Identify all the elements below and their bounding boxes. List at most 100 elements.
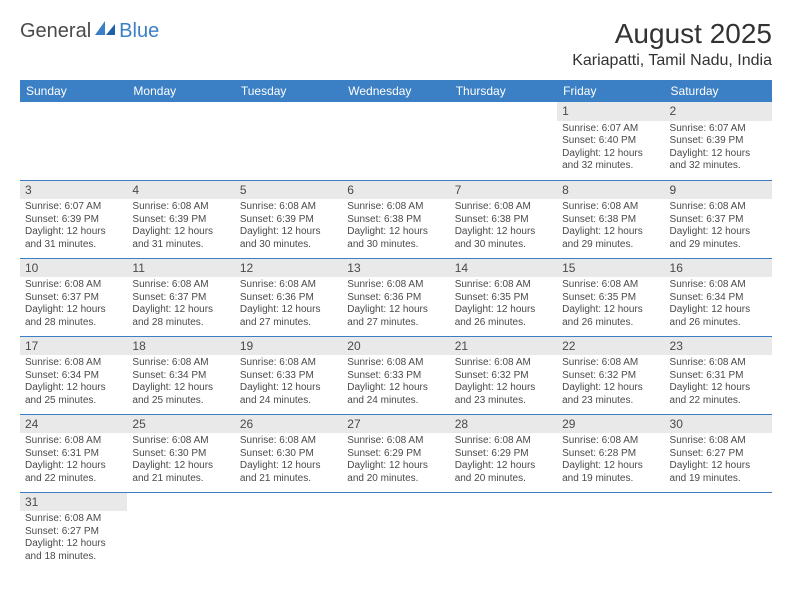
day-number: 8 bbox=[557, 181, 664, 200]
sunset-text: Sunset: 6:31 PM bbox=[670, 370, 767, 383]
sunset-text: Sunset: 6:39 PM bbox=[670, 135, 767, 148]
calendar-cell: 15Sunrise: 6:08 AMSunset: 6:35 PMDayligh… bbox=[557, 258, 664, 336]
day-number: 6 bbox=[342, 181, 449, 200]
sunset-text: Sunset: 6:34 PM bbox=[132, 370, 229, 383]
daylight-text: and 26 minutes. bbox=[455, 317, 552, 330]
day-number: 27 bbox=[342, 415, 449, 434]
calendar-row: 31Sunrise: 6:08 AMSunset: 6:27 PMDayligh… bbox=[20, 492, 772, 568]
title-block: August 2025 Kariapatti, Tamil Nadu, Indi… bbox=[572, 18, 772, 70]
calendar-cell: 13Sunrise: 6:08 AMSunset: 6:36 PMDayligh… bbox=[342, 258, 449, 336]
day-number: 31 bbox=[20, 493, 127, 512]
day-number: 28 bbox=[450, 415, 557, 434]
calendar-cell bbox=[235, 102, 342, 180]
calendar-cell bbox=[450, 492, 557, 568]
daylight-text: and 22 minutes. bbox=[670, 395, 767, 408]
daylight-text: and 31 minutes. bbox=[25, 239, 122, 252]
daylight-text: and 30 minutes. bbox=[347, 239, 444, 252]
sunset-text: Sunset: 6:32 PM bbox=[455, 370, 552, 383]
sunset-text: Sunset: 6:36 PM bbox=[347, 292, 444, 305]
daylight-text: and 19 minutes. bbox=[670, 473, 767, 486]
dayhead-tue: Tuesday bbox=[235, 80, 342, 102]
day-number: 3 bbox=[20, 181, 127, 200]
daylight-text: and 20 minutes. bbox=[347, 473, 444, 486]
sunset-text: Sunset: 6:37 PM bbox=[132, 292, 229, 305]
day-number: 20 bbox=[342, 337, 449, 356]
day-number: 17 bbox=[20, 337, 127, 356]
sunrise-text: Sunrise: 6:08 AM bbox=[25, 435, 122, 448]
sunset-text: Sunset: 6:35 PM bbox=[455, 292, 552, 305]
dayhead-mon: Monday bbox=[127, 80, 234, 102]
dayhead-wed: Wednesday bbox=[342, 80, 449, 102]
sunset-text: Sunset: 6:27 PM bbox=[25, 526, 122, 539]
calendar-cell: 24Sunrise: 6:08 AMSunset: 6:31 PMDayligh… bbox=[20, 414, 127, 492]
daylight-text: and 21 minutes. bbox=[132, 473, 229, 486]
day-number: 22 bbox=[557, 337, 664, 356]
daylight-text: and 18 minutes. bbox=[25, 551, 122, 564]
sunrise-text: Sunrise: 6:08 AM bbox=[670, 201, 767, 214]
daylight-text: Daylight: 12 hours bbox=[347, 226, 444, 239]
calendar-row: 3Sunrise: 6:07 AMSunset: 6:39 PMDaylight… bbox=[20, 180, 772, 258]
daylight-text: Daylight: 12 hours bbox=[562, 226, 659, 239]
sunrise-text: Sunrise: 6:08 AM bbox=[240, 357, 337, 370]
sunset-text: Sunset: 6:30 PM bbox=[240, 448, 337, 461]
sunrise-text: Sunrise: 6:08 AM bbox=[132, 201, 229, 214]
sunset-text: Sunset: 6:39 PM bbox=[25, 214, 122, 227]
calendar-cell: 12Sunrise: 6:08 AMSunset: 6:36 PMDayligh… bbox=[235, 258, 342, 336]
daylight-text: Daylight: 12 hours bbox=[240, 304, 337, 317]
day-number: 14 bbox=[450, 259, 557, 278]
day-number: 7 bbox=[450, 181, 557, 200]
sunset-text: Sunset: 6:35 PM bbox=[562, 292, 659, 305]
calendar-cell: 28Sunrise: 6:08 AMSunset: 6:29 PMDayligh… bbox=[450, 414, 557, 492]
dayhead-sat: Saturday bbox=[665, 80, 772, 102]
sunrise-text: Sunrise: 6:08 AM bbox=[240, 435, 337, 448]
calendar-cell bbox=[665, 492, 772, 568]
day-number: 16 bbox=[665, 259, 772, 278]
daylight-text: and 25 minutes. bbox=[25, 395, 122, 408]
calendar-cell: 4Sunrise: 6:08 AMSunset: 6:39 PMDaylight… bbox=[127, 180, 234, 258]
calendar-cell: 26Sunrise: 6:08 AMSunset: 6:30 PMDayligh… bbox=[235, 414, 342, 492]
sunrise-text: Sunrise: 6:08 AM bbox=[25, 513, 122, 526]
calendar-cell: 5Sunrise: 6:08 AMSunset: 6:39 PMDaylight… bbox=[235, 180, 342, 258]
sunset-text: Sunset: 6:36 PM bbox=[240, 292, 337, 305]
day-number: 1 bbox=[557, 102, 664, 121]
daylight-text: and 31 minutes. bbox=[132, 239, 229, 252]
sunrise-text: Sunrise: 6:08 AM bbox=[25, 357, 122, 370]
day-number: 18 bbox=[127, 337, 234, 356]
location-label: Kariapatti, Tamil Nadu, India bbox=[572, 52, 772, 70]
day-number: 9 bbox=[665, 181, 772, 200]
calendar-cell: 19Sunrise: 6:08 AMSunset: 6:33 PMDayligh… bbox=[235, 336, 342, 414]
daylight-text: and 29 minutes. bbox=[670, 239, 767, 252]
sunrise-text: Sunrise: 6:08 AM bbox=[562, 201, 659, 214]
calendar-cell: 25Sunrise: 6:08 AMSunset: 6:30 PMDayligh… bbox=[127, 414, 234, 492]
day-number: 13 bbox=[342, 259, 449, 278]
calendar-cell: 17Sunrise: 6:08 AMSunset: 6:34 PMDayligh… bbox=[20, 336, 127, 414]
calendar-row: 10Sunrise: 6:08 AMSunset: 6:37 PMDayligh… bbox=[20, 258, 772, 336]
daylight-text: and 27 minutes. bbox=[240, 317, 337, 330]
daylight-text: and 25 minutes. bbox=[132, 395, 229, 408]
calendar-cell: 21Sunrise: 6:08 AMSunset: 6:32 PMDayligh… bbox=[450, 336, 557, 414]
dayhead-sun: Sunday bbox=[20, 80, 127, 102]
daylight-text: and 28 minutes. bbox=[25, 317, 122, 330]
day-number: 29 bbox=[557, 415, 664, 434]
daylight-text: Daylight: 12 hours bbox=[25, 382, 122, 395]
sunset-text: Sunset: 6:38 PM bbox=[455, 214, 552, 227]
daylight-text: and 32 minutes. bbox=[562, 160, 659, 173]
calendar-cell bbox=[342, 102, 449, 180]
daylight-text: Daylight: 12 hours bbox=[347, 382, 444, 395]
calendar-table: Sunday Monday Tuesday Wednesday Thursday… bbox=[20, 80, 772, 568]
calendar-cell: 14Sunrise: 6:08 AMSunset: 6:35 PMDayligh… bbox=[450, 258, 557, 336]
daylight-text: Daylight: 12 hours bbox=[347, 304, 444, 317]
daylight-text: and 23 minutes. bbox=[562, 395, 659, 408]
sunset-text: Sunset: 6:37 PM bbox=[25, 292, 122, 305]
day-number: 12 bbox=[235, 259, 342, 278]
sunset-text: Sunset: 6:32 PM bbox=[562, 370, 659, 383]
sunrise-text: Sunrise: 6:08 AM bbox=[562, 279, 659, 292]
calendar-cell: 27Sunrise: 6:08 AMSunset: 6:29 PMDayligh… bbox=[342, 414, 449, 492]
calendar-cell bbox=[557, 492, 664, 568]
calendar-cell: 23Sunrise: 6:08 AMSunset: 6:31 PMDayligh… bbox=[665, 336, 772, 414]
daylight-text: Daylight: 12 hours bbox=[455, 226, 552, 239]
daylight-text: Daylight: 12 hours bbox=[562, 304, 659, 317]
day-number: 11 bbox=[127, 259, 234, 278]
day-number: 21 bbox=[450, 337, 557, 356]
sunrise-text: Sunrise: 6:07 AM bbox=[562, 123, 659, 136]
